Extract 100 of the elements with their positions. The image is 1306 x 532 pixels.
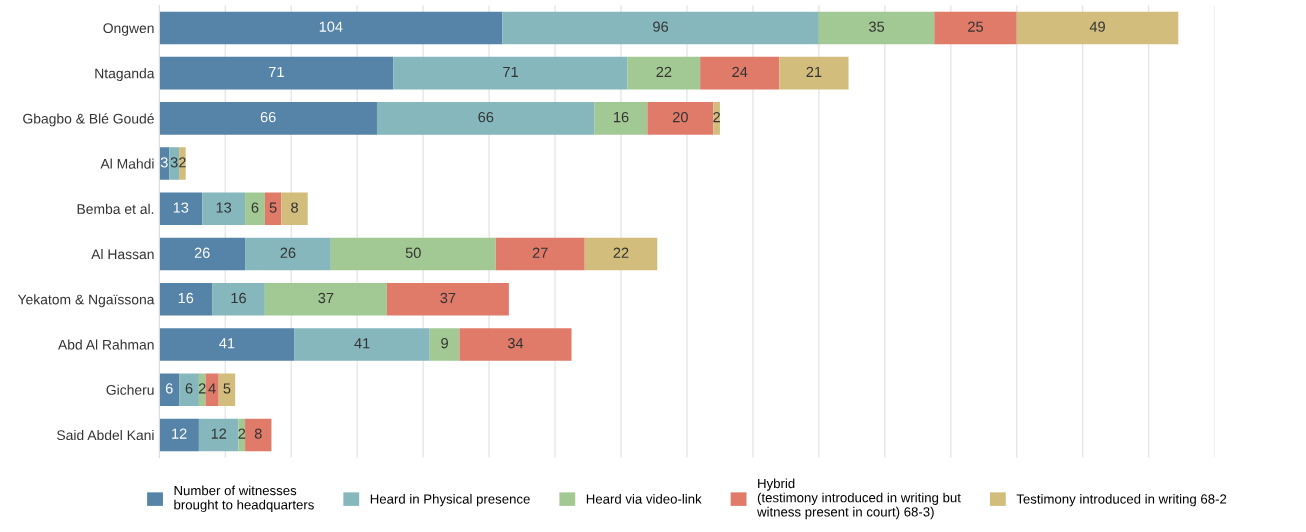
data-label: 26 bbox=[194, 247, 210, 258]
y-tick-label: Gbagbo & Blé Goudé bbox=[23, 113, 154, 127]
data-label: 8 bbox=[291, 202, 298, 213]
data-label: 35 bbox=[869, 21, 885, 32]
y-tick-label: Yekatom & Ngaïssona bbox=[17, 294, 155, 308]
y-tick-label: Abd Al Rahman bbox=[57, 339, 154, 350]
data-label: 104 bbox=[319, 21, 343, 32]
bar bbox=[169, 147, 180, 180]
data-label: 3 bbox=[160, 157, 168, 168]
data-label: 22 bbox=[656, 66, 672, 77]
bar bbox=[818, 11, 935, 45]
y-tick-label: Ongwen bbox=[103, 23, 154, 36]
data-label: 96 bbox=[653, 21, 669, 32]
data-label: 12 bbox=[211, 428, 227, 439]
bar bbox=[330, 237, 496, 271]
data-label: 5 bbox=[223, 383, 231, 394]
bar bbox=[159, 192, 203, 226]
data-label: 2 bbox=[713, 111, 720, 123]
legend-label: Heard via video-link bbox=[586, 494, 702, 504]
data-label: 16 bbox=[614, 111, 629, 123]
bar bbox=[159, 282, 213, 316]
bar bbox=[212, 282, 265, 316]
data-label: 37 bbox=[440, 292, 456, 304]
bar bbox=[700, 56, 780, 90]
bar bbox=[159, 373, 180, 406]
legend-label: Hybrid (testimony introduced in writing but witness present in court) 68-3) bbox=[757, 478, 961, 520]
data-label: 16 bbox=[231, 292, 246, 304]
data-label: 3 bbox=[170, 157, 178, 168]
bar bbox=[245, 418, 272, 452]
data-label: 6 bbox=[165, 383, 173, 394]
bar bbox=[264, 192, 282, 226]
y-tick-label: Al Hassan bbox=[91, 249, 154, 260]
bar bbox=[495, 237, 585, 271]
bar bbox=[386, 282, 509, 316]
bar bbox=[179, 373, 199, 406]
bar bbox=[934, 11, 1017, 45]
data-label: 13 bbox=[216, 202, 232, 213]
bar bbox=[159, 328, 295, 361]
bar bbox=[159, 418, 199, 452]
legend-label: Number of witnesses brought to headquarters bbox=[174, 485, 314, 513]
y-tick-label: Al Mahdi bbox=[100, 158, 154, 169]
data-label: 4 bbox=[208, 383, 216, 394]
data-label: 21 bbox=[806, 66, 822, 77]
data-label: 6 bbox=[251, 202, 259, 213]
bar bbox=[245, 237, 331, 271]
bar bbox=[429, 328, 460, 361]
y-tick-label: Ntaganda bbox=[95, 68, 155, 82]
bar bbox=[459, 328, 572, 361]
data-label: 66 bbox=[478, 111, 494, 123]
data-label: 26 bbox=[280, 247, 296, 258]
legend-label: Heard in Physical presence bbox=[370, 494, 530, 507]
data-label: 22 bbox=[613, 247, 629, 258]
bar bbox=[202, 192, 246, 226]
data-label: 20 bbox=[672, 111, 688, 123]
bar bbox=[238, 418, 246, 452]
bar bbox=[159, 11, 503, 45]
bar bbox=[376, 102, 595, 135]
data-label: 8 bbox=[254, 428, 262, 439]
bar bbox=[264, 282, 387, 316]
bar bbox=[647, 102, 714, 135]
data-label: 66 bbox=[260, 111, 276, 123]
bar bbox=[159, 56, 394, 90]
bar bbox=[627, 56, 701, 90]
bar bbox=[179, 147, 186, 180]
bar bbox=[502, 11, 819, 45]
data-label: 37 bbox=[318, 292, 334, 304]
bar bbox=[281, 192, 308, 226]
data-label: 41 bbox=[354, 338, 370, 349]
bar bbox=[393, 56, 628, 90]
data-label: 9 bbox=[441, 338, 448, 349]
data-label: 12 bbox=[172, 428, 187, 439]
data-label: 25 bbox=[968, 21, 983, 32]
bar bbox=[159, 237, 246, 271]
bar bbox=[198, 418, 239, 452]
bar bbox=[159, 102, 377, 135]
bar bbox=[779, 56, 849, 90]
y-tick-label: Bemba et al. bbox=[77, 203, 154, 214]
y-tick-label: Said Abdel Kani bbox=[57, 429, 154, 441]
bar bbox=[584, 237, 658, 271]
bar bbox=[218, 373, 236, 406]
legend-label: Testimony introduced in writing 68-2 bbox=[1016, 494, 1227, 507]
data-label: 2 bbox=[198, 383, 206, 394]
bar bbox=[245, 192, 265, 226]
data-label: 71 bbox=[503, 66, 518, 77]
data-label: 49 bbox=[1089, 21, 1105, 32]
bar bbox=[594, 102, 648, 135]
bar bbox=[294, 328, 430, 361]
data-label: 2 bbox=[179, 157, 186, 168]
data-label: 13 bbox=[173, 202, 189, 213]
data-label: 71 bbox=[269, 66, 284, 77]
data-label: 27 bbox=[532, 247, 548, 258]
data-label: 24 bbox=[732, 66, 748, 77]
data-label: 6 bbox=[185, 383, 193, 394]
data-label: 16 bbox=[178, 292, 194, 304]
data-label: 5 bbox=[269, 202, 277, 213]
data-label: 41 bbox=[219, 338, 235, 349]
bar bbox=[713, 102, 720, 135]
y-tick-label: Gicheru bbox=[106, 384, 154, 395]
bar bbox=[205, 373, 219, 406]
data-label: 34 bbox=[507, 338, 524, 349]
